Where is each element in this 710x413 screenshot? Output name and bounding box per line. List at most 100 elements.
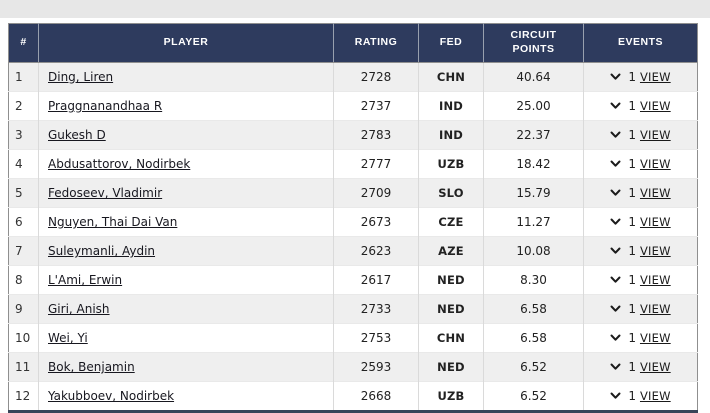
events-cell: 1 VIEW (583, 381, 698, 412)
view-link[interactable]: VIEW (639, 99, 671, 114)
table-row: 3 Gukesh D 2783 IND 22.37 1 VIEW (8, 120, 698, 150)
table-row: 5 Fedoseev, Vladimir 2709 SLO 15.79 1 VIE… (8, 178, 698, 208)
chevron-down-icon[interactable] (610, 73, 621, 81)
chevron-down-icon[interactable] (610, 102, 621, 110)
events-cell: 1 VIEW (583, 323, 698, 353)
rating-cell: 2753 (333, 323, 419, 353)
player-link[interactable]: Fedoseev, Vladimir (48, 186, 163, 200)
chevron-down-icon[interactable] (610, 218, 621, 226)
rank-cell: 2 (8, 91, 39, 121)
rank-cell: 5 (8, 178, 39, 208)
events-cell: 1 VIEW (583, 294, 698, 324)
circuit-points-cell: 6.58 (483, 323, 584, 353)
fed-cell: AZE (418, 236, 484, 266)
fed-cell: CHN (418, 323, 484, 353)
fed-cell: NED (418, 265, 484, 295)
table-row: 2 Praggnanandhaa R 2737 IND 25.00 1 VIEW (8, 91, 698, 121)
events-count: 1 (628, 99, 636, 114)
circuit-points-cell: 6.52 (483, 352, 584, 382)
table-row: 8 L'Ami, Erwin 2617 NED 8.30 1 VIEW (8, 265, 698, 295)
fed-cell: CZE (418, 207, 484, 237)
events-cell: 1 VIEW (583, 149, 698, 179)
circuit-points-cell: 11.27 (483, 207, 584, 237)
fed-cell: IND (418, 120, 484, 150)
column-header-events: EVENTS (583, 23, 698, 63)
chevron-down-icon[interactable] (610, 363, 621, 371)
player-link[interactable]: Yakubboev, Nodirbek (48, 389, 175, 403)
table-row: 1 Ding, Liren 2728 CHN 40.64 1 VIEW (8, 62, 698, 92)
player-link[interactable]: Ding, Liren (48, 70, 114, 84)
player-link[interactable]: Praggnanandhaa R (48, 99, 163, 113)
view-link[interactable]: VIEW (639, 302, 671, 317)
player-cell: Giri, Anish (38, 294, 334, 324)
fed-cell: UZB (418, 381, 484, 412)
events-cell: 1 VIEW (583, 265, 698, 295)
events-count: 1 (628, 186, 636, 201)
view-link[interactable]: VIEW (639, 215, 671, 230)
chevron-down-icon[interactable] (610, 392, 621, 400)
chevron-down-icon[interactable] (610, 247, 621, 255)
view-link[interactable]: VIEW (639, 331, 671, 346)
player-link[interactable]: L'Ami, Erwin (48, 273, 123, 287)
table-body: 1 Ding, Liren 2728 CHN 40.64 1 VIEW 2 Pra… (8, 62, 698, 412)
table-row: 9 Giri, Anish 2733 NED 6.58 1 VIEW (8, 294, 698, 324)
chevron-down-icon[interactable] (610, 305, 621, 313)
fed-cell: CHN (418, 62, 484, 92)
view-link[interactable]: VIEW (639, 128, 671, 143)
events-count: 1 (628, 70, 636, 85)
rank-cell: 10 (8, 323, 39, 353)
events-count: 1 (628, 331, 636, 346)
column-header-player: PLAYER (38, 23, 334, 63)
rating-cell: 2593 (333, 352, 419, 382)
circuit-points-cell: 15.79 (483, 178, 584, 208)
player-link[interactable]: Gukesh D (48, 128, 106, 142)
events-count: 1 (628, 215, 636, 230)
player-link[interactable]: Suleymanli, Aydin (48, 244, 156, 258)
rating-cell: 2728 (333, 62, 419, 92)
circuit-points-cell: 25.00 (483, 91, 584, 121)
player-cell: Nguyen, Thai Dai Van (38, 207, 334, 237)
view-link[interactable]: VIEW (639, 273, 671, 288)
circuit-points-cell: 6.52 (483, 381, 584, 412)
fed-cell: NED (418, 352, 484, 382)
table-header: # PLAYER RATING FED CIRCUIT POINTS EVENT… (8, 23, 698, 63)
chevron-down-icon[interactable] (610, 131, 621, 139)
view-link[interactable]: VIEW (639, 389, 671, 404)
view-link[interactable]: VIEW (639, 157, 671, 172)
chevron-down-icon[interactable] (610, 334, 621, 342)
events-count: 1 (628, 244, 636, 259)
view-link[interactable]: VIEW (639, 360, 671, 375)
player-link[interactable]: Giri, Anish (48, 302, 110, 316)
chevron-down-icon[interactable] (610, 276, 621, 284)
player-link[interactable]: Bok, Benjamin (48, 360, 135, 374)
chevron-down-icon[interactable] (610, 160, 621, 168)
circuit-points-cell: 6.58 (483, 294, 584, 324)
rating-cell: 2623 (333, 236, 419, 266)
view-link[interactable]: VIEW (639, 186, 671, 201)
rating-cell: 2617 (333, 265, 419, 295)
player-cell: Abdusattorov, Nodirbek (38, 149, 334, 179)
circuit-points-cell: 22.37 (483, 120, 584, 150)
player-link[interactable]: Abdusattorov, Nodirbek (48, 157, 191, 171)
circuit-points-cell: 18.42 (483, 149, 584, 179)
rating-cell: 2783 (333, 120, 419, 150)
player-cell: Suleymanli, Aydin (38, 236, 334, 266)
player-link[interactable]: Nguyen, Thai Dai Van (48, 215, 178, 229)
events-cell: 1 VIEW (583, 91, 698, 121)
view-link[interactable]: VIEW (639, 244, 671, 259)
player-link[interactable]: Wei, Yi (48, 331, 88, 345)
rank-cell: 6 (8, 207, 39, 237)
rank-cell: 11 (8, 352, 39, 382)
rank-cell: 1 (8, 62, 39, 92)
rating-cell: 2668 (333, 381, 419, 412)
rank-cell: 4 (8, 149, 39, 179)
player-cell: Bok, Benjamin (38, 352, 334, 382)
chevron-down-icon[interactable] (610, 189, 621, 197)
events-cell: 1 VIEW (583, 352, 698, 382)
column-header-circuit-points: CIRCUIT POINTS (483, 23, 584, 63)
view-link[interactable]: VIEW (639, 70, 671, 85)
events-count: 1 (628, 128, 636, 143)
events-cell: 1 VIEW (583, 120, 698, 150)
player-cell: Praggnanandhaa R (38, 91, 334, 121)
